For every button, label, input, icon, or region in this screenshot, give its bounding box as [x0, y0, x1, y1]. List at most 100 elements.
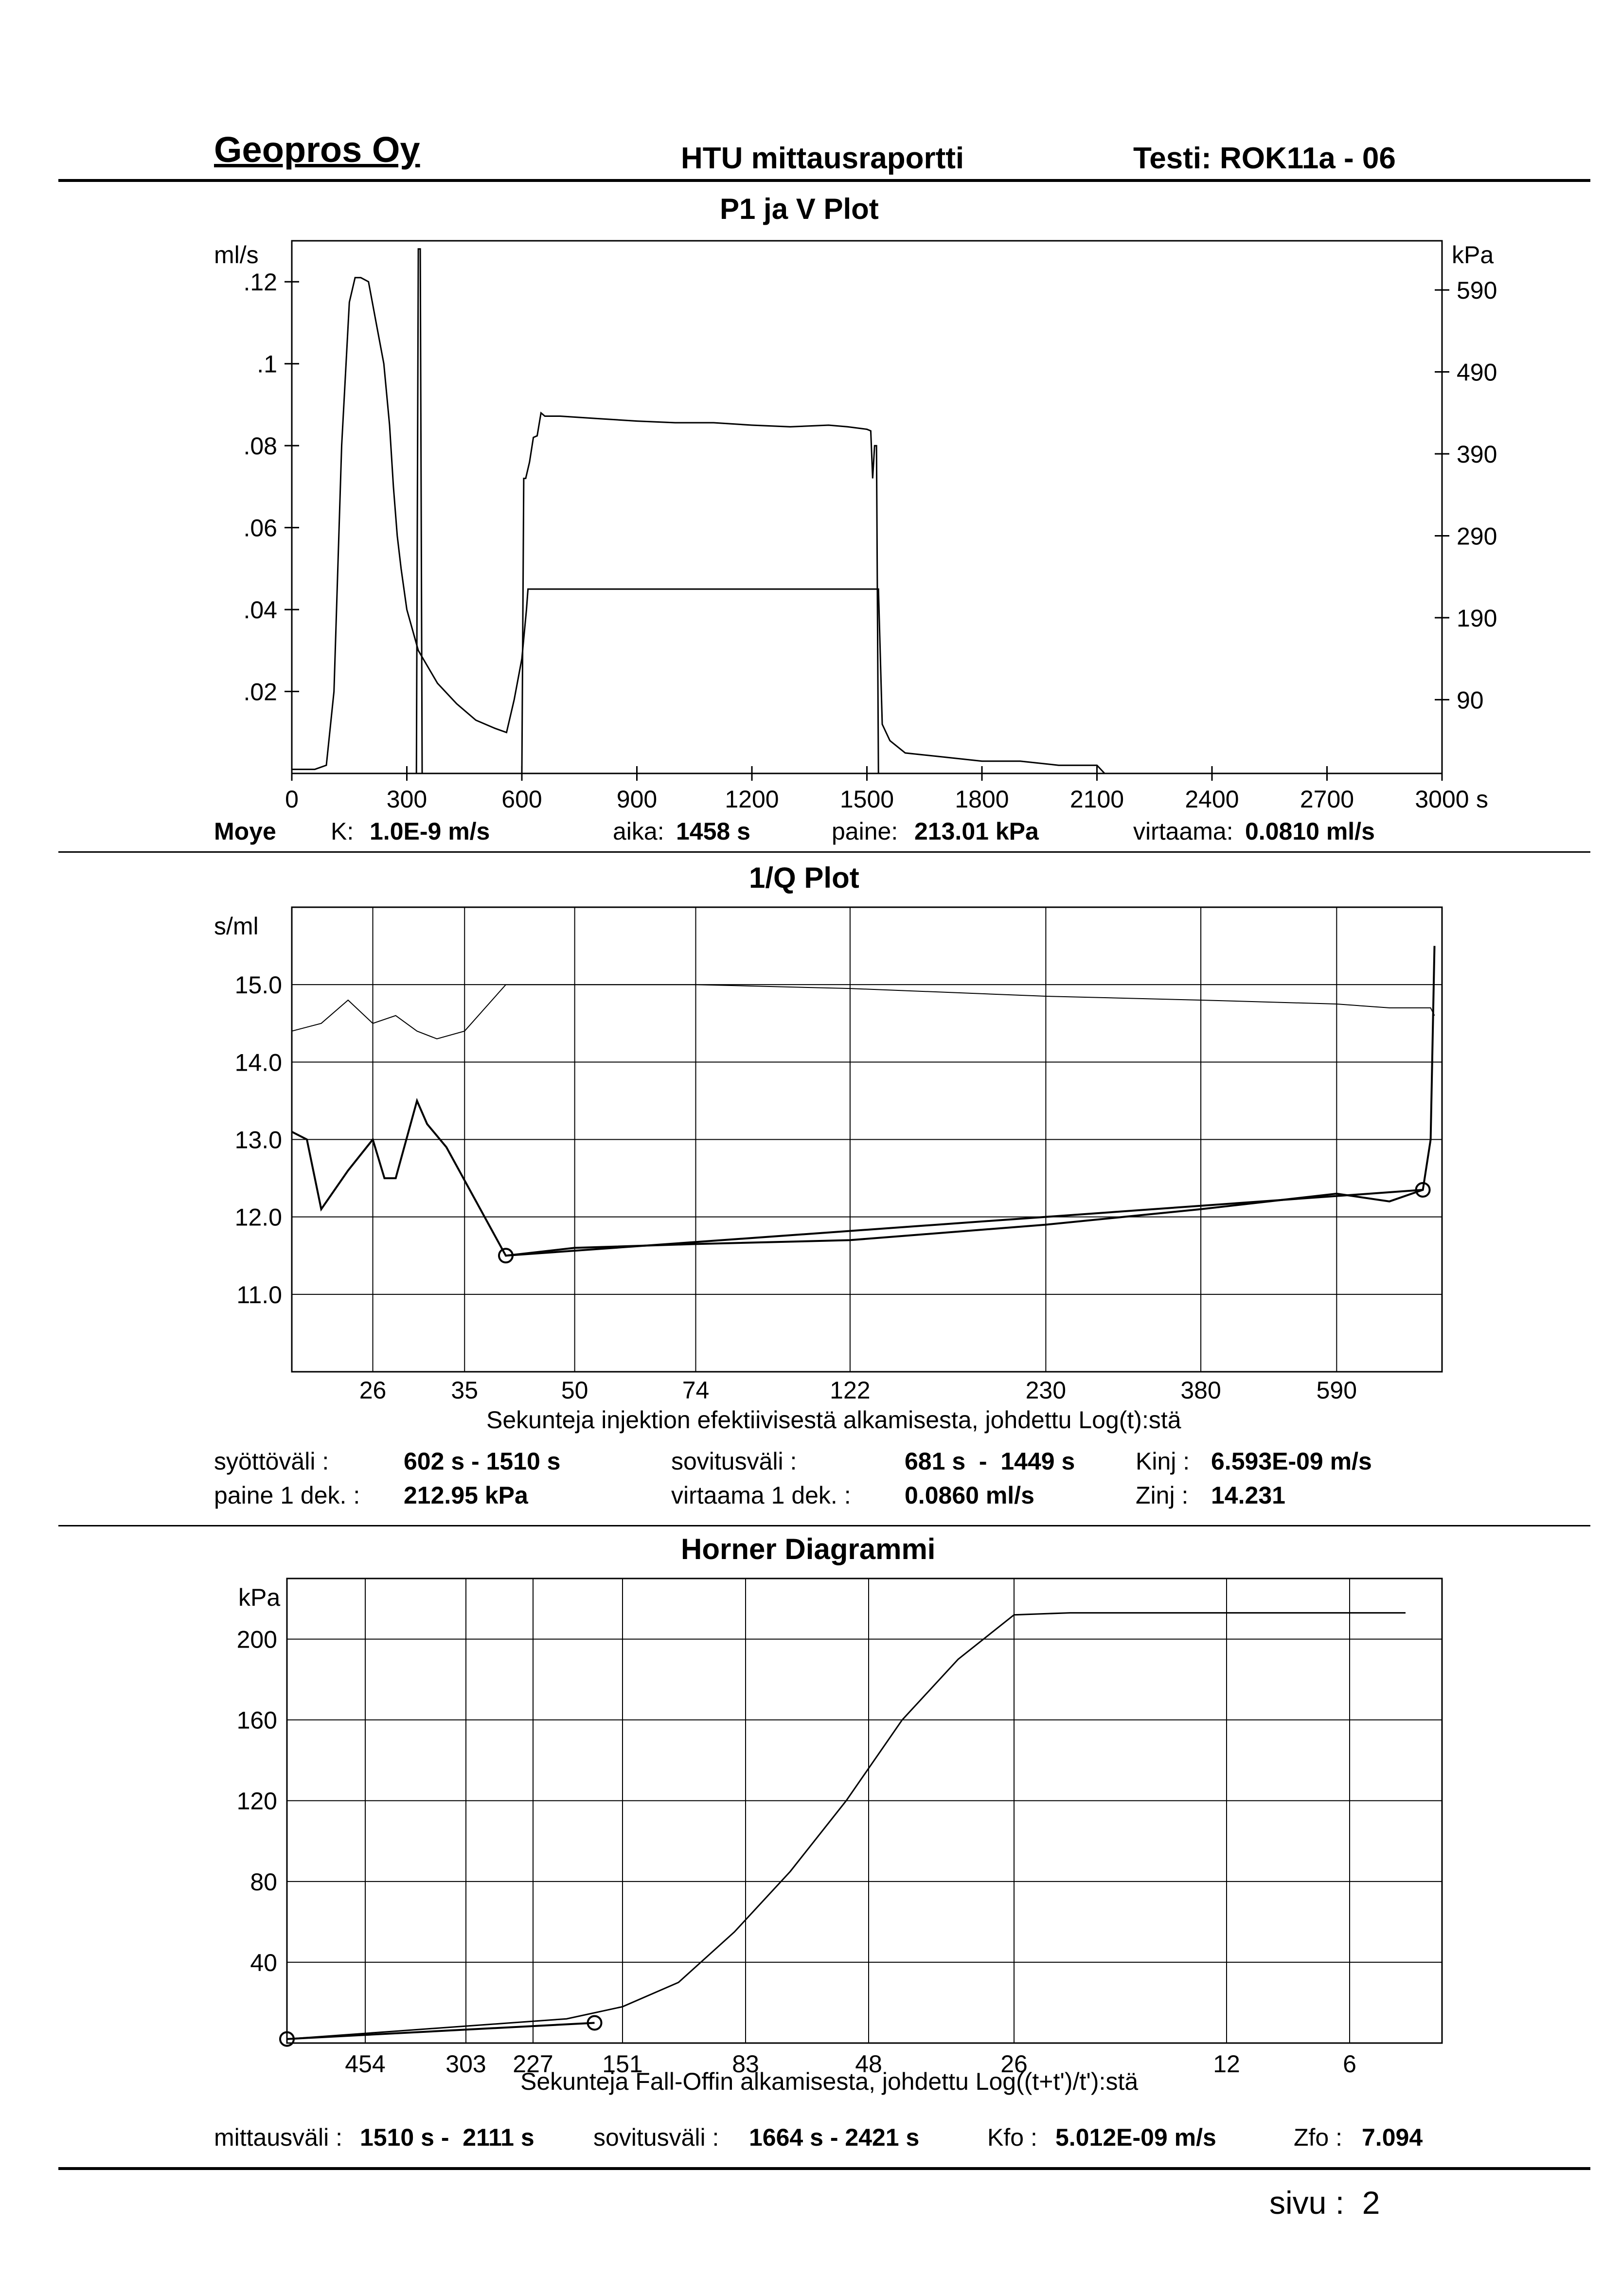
plot1-x-tick-label: 0: [285, 786, 299, 813]
plot3-y-unit: kPa: [238, 1584, 281, 1611]
plot3-x-label: Sekunteja Fall-Offin alkamisesta, johdet…: [520, 2068, 1139, 2095]
plot1-left-tick-label: .06: [243, 515, 277, 542]
plot2-series-2: [505, 1189, 1423, 1257]
plot1-rule: [58, 851, 1590, 853]
plot1-x-tick-label: 3000: [1415, 786, 1469, 813]
plot3-series-0: [286, 1612, 1406, 2040]
plot3-sovitus-value: 1664 s - 2421 s: [749, 2124, 920, 2151]
plot3-x-tick-label: 12: [1213, 2050, 1240, 2078]
plot1-left-tick-label: .12: [243, 269, 277, 296]
plot2-kinj-value: 6.593E-09 m/s: [1211, 1448, 1372, 1475]
plot1-left-tick-label: .02: [243, 679, 277, 706]
plot1-x-tick-label: 2700: [1300, 786, 1354, 813]
plot3-fit-end-marker: [587, 2015, 603, 2031]
page-number: sivu : 2: [1269, 2185, 1380, 2221]
plot2-x-label: Sekunteja injektion efektiivisestä alkam…: [486, 1406, 1181, 1434]
plot2-series-1: [291, 946, 1436, 1257]
plot3-kfo-value: 5.012E-09 m/s: [1055, 2124, 1216, 2151]
plot2-virtaama-label: virtaama 1 dek. :: [671, 1482, 851, 1509]
plot3-series-1: [286, 2022, 595, 2040]
plot3-zfo-label: Zfo :: [1294, 2124, 1343, 2151]
plot1-paine-label: paine:: [832, 818, 898, 845]
plot3-x-tick-label: 26: [1000, 2050, 1028, 2078]
plot3-x-tick-label: 6: [1343, 2050, 1356, 2078]
plot1-x-tick-label: 300: [387, 786, 427, 813]
plot3-frame: [286, 1578, 1443, 2044]
plot2-y-tick-label: 11.0: [236, 1281, 282, 1309]
plot1-right-tick-label: 90: [1457, 686, 1484, 714]
plot3-sovitus-label: sovitusväli :: [593, 2124, 719, 2151]
plot1-x-tick-label: 1200: [725, 786, 779, 813]
plot1-right-tick-label: 490: [1457, 359, 1497, 386]
plot2-y-unit: s/ml: [214, 913, 259, 940]
plot2-y-tick-label: 15.0: [235, 971, 282, 999]
plot1-x-tick-label: 2400: [1185, 786, 1239, 813]
plot3-x-tick-label: 303: [445, 2050, 486, 2078]
plot2-x-tick-label: 122: [830, 1377, 870, 1404]
plot2-x-tick-label: 230: [1026, 1377, 1066, 1404]
plot2-rule: [58, 1525, 1590, 1526]
plot2-kinj-label: Kinj :: [1136, 1448, 1190, 1475]
plot1-right-unit: kPa: [1452, 241, 1494, 269]
plot3-x-tick-label: 454: [345, 2050, 385, 2078]
plot2-y-tick-label: 14.0: [235, 1049, 282, 1076]
plot3-y-tick-label: 160: [237, 1707, 277, 1734]
plot3-y-tick-label: 120: [237, 1788, 277, 1815]
plot3-y-tick-label: 200: [237, 1626, 277, 1653]
plot1-virtaama-value: 0.0810 ml/s: [1245, 818, 1375, 845]
plot1-k-label: K:: [331, 818, 354, 845]
plot2-x-tick-label: 26: [359, 1377, 387, 1404]
plot1-frame: [291, 240, 1443, 774]
plot2-syotto-value: 602 s - 1510 s: [404, 1448, 561, 1475]
plot3-zfo-value: 7.094: [1362, 2124, 1423, 2151]
plot2-fit-end-marker: [1415, 1182, 1431, 1198]
plot1-aika-value: 1458 s: [676, 818, 750, 845]
plot2-y-tick-label: 13.0: [235, 1127, 282, 1154]
plot1-x-unit: s: [1476, 786, 1488, 813]
plot2-series-0: [291, 984, 1435, 1040]
plot1-left-tick-label: .08: [243, 432, 277, 460]
plot2-sovitus-label: sovitusväli :: [671, 1448, 797, 1475]
plot2-virtaama-value: 0.0860 ml/s: [905, 1482, 1034, 1509]
plot3-kfo-label: Kfo :: [987, 2124, 1037, 2151]
plot3-y-tick-label: 40: [250, 1949, 277, 1976]
footer-rule: [58, 2167, 1590, 2170]
plot1-aika-label: aika:: [613, 818, 664, 845]
plot3-title: Horner Diagrammi: [681, 1533, 936, 1565]
plot3-x-tick-label: 48: [855, 2050, 882, 2078]
header-rule: [58, 179, 1590, 182]
plot1-right-tick-label: 290: [1457, 522, 1497, 550]
plot1-title: P1 ja V Plot: [720, 193, 879, 225]
plot3-x-tick-label: 151: [602, 2050, 642, 2078]
plot2-x-tick-label: 590: [1317, 1377, 1357, 1404]
plot2-x-tick-label: 380: [1180, 1377, 1221, 1404]
plot2-fit-start-marker: [498, 1248, 514, 1264]
plot1-left-tick-label: .04: [243, 596, 277, 624]
plot1-right-tick-label: 390: [1457, 441, 1497, 468]
plot1-series-1: [415, 248, 881, 774]
plot3-x-tick-label: 83: [732, 2050, 759, 2078]
plot1-virtaama-label: virtaama:: [1133, 818, 1233, 845]
plot1-x-tick-label: 600: [501, 786, 542, 813]
plot3-fit-start-marker: [279, 2031, 295, 2047]
plot2-x-tick-label: 35: [451, 1377, 478, 1404]
plot1-x-tick-label: 2100: [1070, 786, 1124, 813]
plot1-k-value: 1.0E-9 m/s: [370, 818, 490, 845]
plot2-x-tick-label: 74: [682, 1377, 710, 1404]
plot2-title: 1/Q Plot: [749, 861, 859, 894]
plot1-paine-value: 213.01 kPa: [914, 818, 1039, 845]
plot1-left-tick-label: .1: [257, 351, 277, 378]
plot2-sovitus-value: 681 s - 1449 s: [905, 1448, 1075, 1475]
plot1-x-tick-label: 1800: [955, 786, 1009, 813]
plot3-y-tick-label: 80: [250, 1868, 277, 1896]
plot1-method: Moye: [214, 818, 276, 845]
plot2-zinj-label: Zinj :: [1136, 1482, 1189, 1509]
plot1-right-tick-label: 190: [1457, 605, 1497, 632]
plot2-syotto-label: syöttöväli :: [214, 1448, 329, 1475]
report-title: HTU mittausraportti: [681, 142, 964, 175]
plot3-mittaus-label: mittausväli :: [214, 2124, 342, 2151]
plot3-x-tick-label: 227: [513, 2050, 553, 2078]
plot2-x-tick-label: 50: [561, 1377, 588, 1404]
company-name: Geopros Oy: [214, 129, 420, 170]
